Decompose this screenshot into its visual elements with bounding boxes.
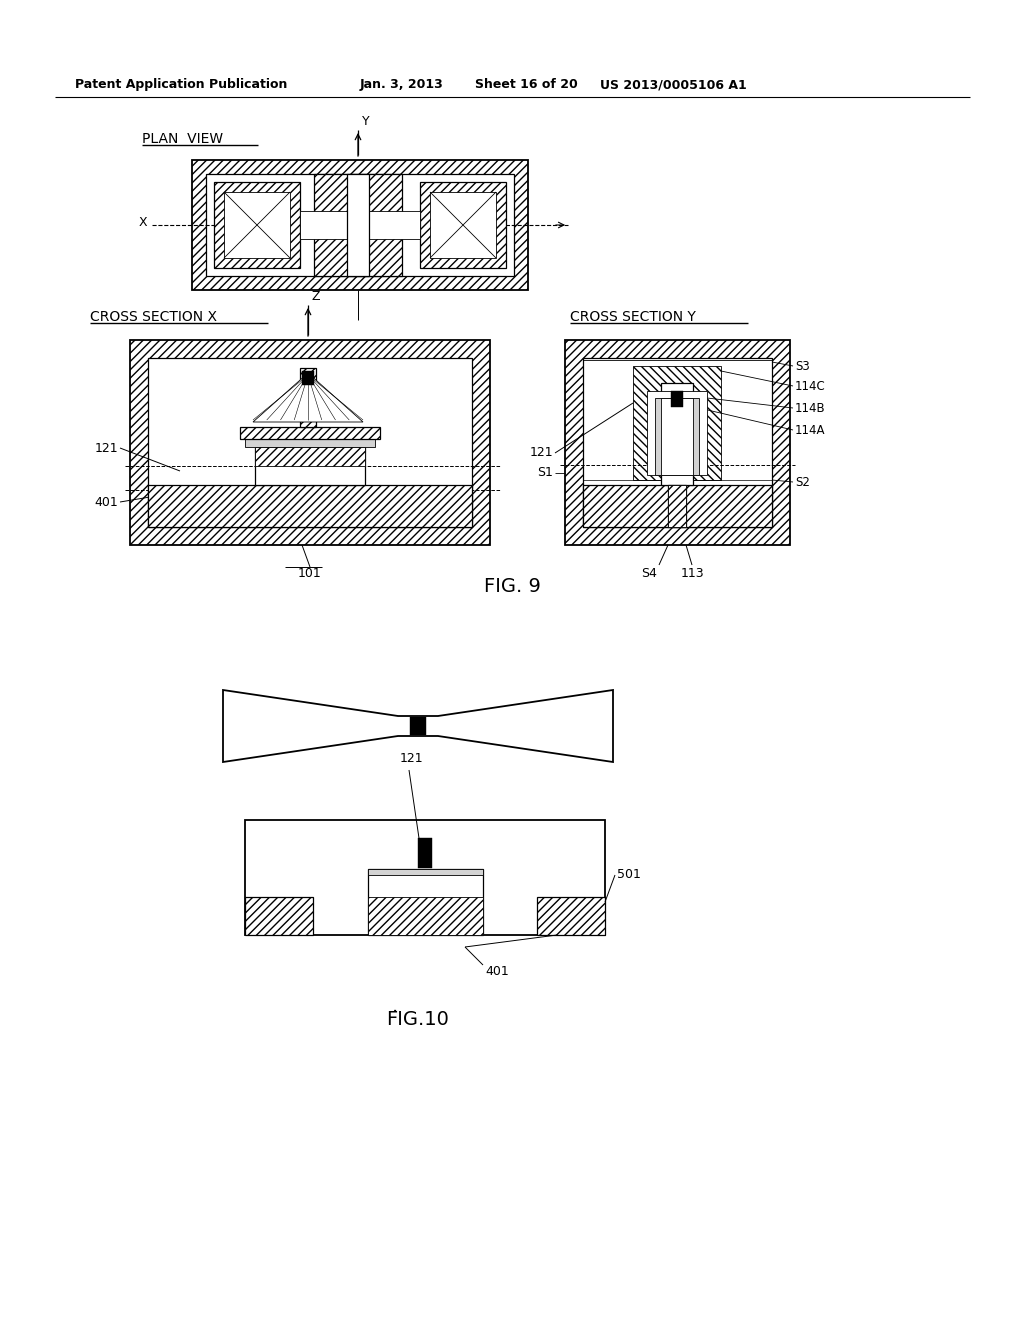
Bar xyxy=(314,174,402,276)
Text: 114C: 114C xyxy=(795,380,825,392)
PathPatch shape xyxy=(223,690,613,762)
Bar xyxy=(224,191,290,257)
Bar xyxy=(245,440,375,447)
Bar xyxy=(662,399,693,475)
Bar xyxy=(655,399,699,475)
Text: Patent Application Publication: Patent Application Publication xyxy=(75,78,288,91)
Text: S4: S4 xyxy=(641,568,657,579)
Bar xyxy=(368,869,483,875)
Text: 121: 121 xyxy=(94,441,118,454)
Bar xyxy=(420,182,506,268)
Text: S3: S3 xyxy=(795,359,810,372)
Text: S2: S2 xyxy=(795,475,810,488)
Bar xyxy=(214,182,300,268)
Bar xyxy=(583,484,772,527)
Bar xyxy=(662,383,693,484)
Text: S1: S1 xyxy=(538,466,553,479)
Text: 114B: 114B xyxy=(795,401,825,414)
Bar xyxy=(347,174,369,276)
Bar xyxy=(302,371,314,385)
Bar xyxy=(148,484,472,527)
Bar xyxy=(418,838,432,869)
Bar xyxy=(369,211,420,239)
Bar xyxy=(368,898,483,935)
Bar xyxy=(255,447,365,484)
Bar xyxy=(368,869,483,935)
Bar xyxy=(671,391,683,407)
Bar xyxy=(668,484,686,527)
Text: 501: 501 xyxy=(617,869,641,882)
Text: PLAN  VIEW: PLAN VIEW xyxy=(142,132,223,147)
Bar xyxy=(633,366,721,480)
Text: Y: Y xyxy=(362,115,370,128)
Text: .: . xyxy=(392,997,398,1016)
Text: FIG. 9: FIG. 9 xyxy=(483,577,541,597)
Text: 113: 113 xyxy=(680,568,703,579)
Text: 121: 121 xyxy=(529,446,553,459)
Bar xyxy=(583,358,772,527)
Bar xyxy=(537,898,605,935)
Text: Sheet 16 of 20: Sheet 16 of 20 xyxy=(475,78,578,91)
Text: FIG.10: FIG.10 xyxy=(387,1010,450,1030)
Bar xyxy=(300,211,347,239)
Bar xyxy=(410,717,426,735)
Bar xyxy=(206,174,514,276)
Bar xyxy=(430,191,496,257)
Bar xyxy=(245,820,605,935)
Text: 114A: 114A xyxy=(795,424,825,437)
Bar xyxy=(130,341,490,545)
Bar xyxy=(240,426,380,440)
Bar xyxy=(300,368,316,426)
Text: US 2013/0005106 A1: US 2013/0005106 A1 xyxy=(600,78,746,91)
Bar xyxy=(668,484,686,527)
Bar xyxy=(565,341,790,545)
Bar xyxy=(255,447,365,466)
Text: 401: 401 xyxy=(94,495,118,508)
Text: 401: 401 xyxy=(485,965,509,978)
Bar xyxy=(193,160,528,290)
Text: X: X xyxy=(138,216,147,230)
Text: Z: Z xyxy=(312,290,321,304)
Text: 121: 121 xyxy=(400,752,424,766)
Bar xyxy=(647,391,707,475)
Text: 101: 101 xyxy=(298,568,322,579)
Bar xyxy=(148,358,472,527)
Text: Jan. 3, 2013: Jan. 3, 2013 xyxy=(360,78,443,91)
Text: CROSS SECTION X: CROSS SECTION X xyxy=(90,310,217,323)
Polygon shape xyxy=(253,374,362,422)
Text: CROSS SECTION Y: CROSS SECTION Y xyxy=(570,310,696,323)
Bar xyxy=(245,898,313,935)
